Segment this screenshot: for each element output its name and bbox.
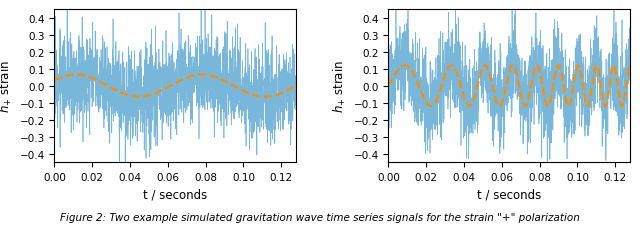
Y-axis label: $h_{+}$ strain: $h_{+}$ strain: [0, 60, 14, 113]
X-axis label: t / seconds: t / seconds: [477, 188, 541, 200]
Y-axis label: $h_{+}$ strain: $h_{+}$ strain: [332, 60, 348, 113]
Text: Figure 2: Two example simulated gravitation wave time series signals for the str: Figure 2: Two example simulated gravitat…: [60, 212, 580, 222]
X-axis label: t / seconds: t / seconds: [143, 188, 207, 200]
